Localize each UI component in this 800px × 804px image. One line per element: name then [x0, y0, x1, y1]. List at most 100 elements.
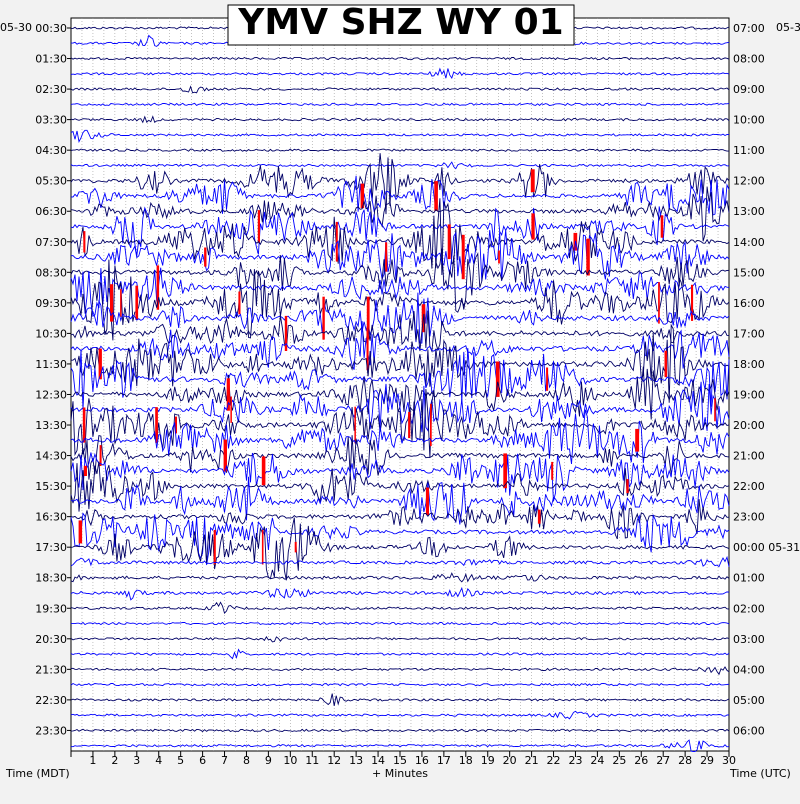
chart-title: YMV SHZ WY 01 [237, 2, 563, 43]
x-tick-label: 26 [634, 754, 648, 767]
trace-row [70, 572, 730, 583]
trace-row [71, 323, 730, 403]
x-tick-label: 14 [371, 754, 385, 767]
trace-row [70, 259, 730, 341]
clipped-segment [408, 412, 411, 439]
x-tick-label: 24 [590, 754, 604, 767]
clipped-segment [174, 416, 177, 434]
x-tick-label: 7 [221, 754, 228, 767]
left-time-label: 16:30 [35, 511, 67, 524]
clipped-segment [385, 242, 388, 272]
clipped-segment [83, 231, 86, 253]
left-time-label: 23:30 [35, 724, 67, 737]
x-tick-label: 30 [722, 754, 736, 767]
clipped-segment [635, 428, 640, 452]
clipped-segment [82, 407, 86, 443]
trace-row [71, 621, 730, 626]
left-date-label: 05-30 [0, 21, 32, 34]
trace-row [70, 682, 730, 687]
clipped-segment [461, 234, 465, 280]
right-time-label: 19:00 [733, 388, 765, 401]
trace-row [70, 512, 730, 566]
clipped-segment [155, 407, 158, 443]
left-time-label: 17:30 [35, 541, 67, 554]
left-time-label: 13:30 [35, 419, 67, 432]
clipped-segment [626, 479, 629, 494]
trace-row [70, 648, 730, 660]
clipped-segment [261, 529, 264, 565]
clipped-segment [78, 520, 83, 544]
trace-row [70, 499, 730, 540]
clipped-segment [294, 541, 297, 553]
left-time-label: 10:30 [35, 327, 67, 340]
trace-row [70, 728, 730, 733]
x-tick-label: 12 [327, 754, 341, 767]
trace-row [70, 248, 730, 313]
clipped-segment [110, 284, 114, 322]
x-tick-label: 6 [199, 754, 206, 767]
trace-row [70, 129, 730, 143]
clipped-segment [503, 453, 507, 489]
trace-row [70, 321, 730, 370]
clipped-segment [691, 284, 694, 321]
left-time-label: 03:30 [35, 114, 67, 127]
trace-row [70, 115, 730, 124]
clipped-segment [360, 183, 365, 209]
left-time-label: 20:30 [35, 633, 67, 646]
trace-row [70, 347, 730, 410]
right-time-label: 20:00 [733, 419, 765, 432]
right-time-label: 11:00 [733, 144, 765, 157]
trace-row [70, 230, 730, 282]
right-time-label: 08:00 [733, 53, 765, 66]
trace-row [70, 381, 730, 433]
clipped-segment [135, 285, 139, 320]
left-time-label: 00:30 [35, 22, 67, 35]
right-axis-label: Time (UTC) [729, 767, 791, 780]
trace-row [70, 476, 730, 525]
right-time-label: 17:00 [733, 327, 765, 340]
x-tick-label: 11 [305, 754, 319, 767]
x-tick-label: 17 [437, 754, 451, 767]
right-time-label: 04:00 [733, 663, 765, 676]
clipped-segment [120, 289, 122, 317]
clipped-segment [658, 282, 660, 324]
x-tick-label: 21 [525, 754, 539, 767]
right-date-label: 05-30 [776, 21, 800, 34]
trace-row [70, 85, 730, 94]
right-time-label: 01:00 [733, 572, 765, 585]
x-tick-label: 3 [133, 754, 140, 767]
clipped-segment [83, 465, 87, 476]
x-tick-label: 22 [547, 754, 561, 767]
clipped-segment [664, 350, 668, 378]
trace-row [70, 693, 730, 706]
left-time-label: 19:30 [35, 602, 67, 615]
x-tick-label: 29 [700, 754, 714, 767]
right-time-label: 12:00 [733, 175, 765, 188]
left-time-label: 08:30 [35, 266, 67, 279]
x-tick-label: 1 [89, 754, 96, 767]
clipped-segment [430, 403, 432, 447]
right-time-label: 22:00 [733, 480, 765, 493]
clipped-segment [714, 398, 716, 422]
clipped-segment [537, 509, 541, 524]
trace-row [70, 67, 730, 79]
clipped-segment [366, 327, 369, 371]
trace-row [70, 310, 730, 353]
trace-row [70, 292, 730, 344]
x-tick-label: 18 [459, 754, 473, 767]
trace-row [70, 153, 730, 215]
right-time-label: 07:00 [733, 22, 765, 35]
trace-row [70, 739, 730, 752]
trace-row [70, 461, 730, 512]
clipped-segment [660, 215, 664, 238]
trace-row [70, 409, 730, 465]
left-time-label: 02:30 [35, 83, 67, 96]
x-tick-label: 4 [155, 754, 162, 767]
clipped-segment [226, 378, 230, 411]
left-time-label: 07:30 [35, 236, 67, 249]
clipped-segment [586, 238, 590, 276]
x-tick-label: 28 [678, 754, 692, 767]
right-time-label: 09:00 [733, 83, 765, 96]
right-time-label: 18:00 [733, 358, 765, 371]
